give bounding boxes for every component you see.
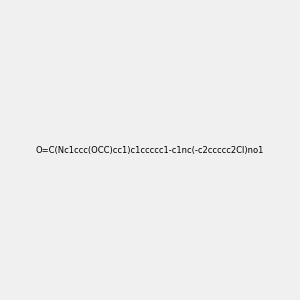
Text: O=C(Nc1ccc(OCC)cc1)c1ccccc1-c1nc(-c2ccccc2Cl)no1: O=C(Nc1ccc(OCC)cc1)c1ccccc1-c1nc(-c2cccc… (36, 146, 264, 154)
